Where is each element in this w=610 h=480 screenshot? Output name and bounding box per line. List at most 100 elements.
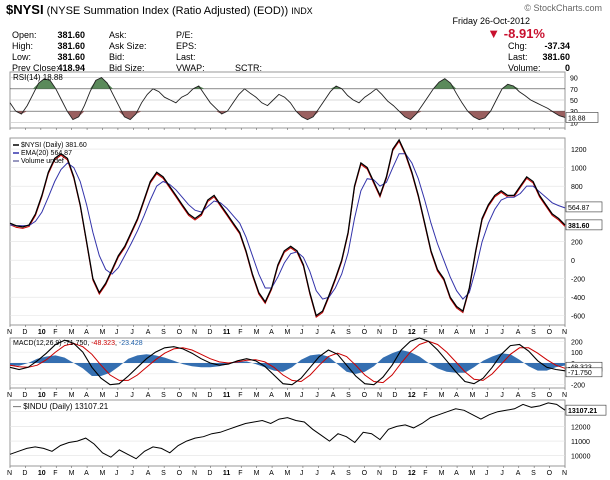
x-tick-label: A — [331, 392, 336, 399]
x-tick-label: J — [315, 392, 319, 399]
main-frame — [9, 137, 566, 326]
x-tick-label: A — [146, 392, 151, 399]
macd-label-part: -71.750, — [64, 340, 92, 347]
x-tick-label: A — [146, 470, 151, 477]
x-tick-label: 10 — [38, 470, 46, 477]
x-tick-label: A — [146, 329, 151, 336]
x-tick-label: M — [254, 329, 260, 336]
x-tick-label: D — [207, 392, 212, 399]
x-tick-label: N — [377, 329, 382, 336]
x-tick-label: S — [531, 470, 536, 477]
x-tick-label: 12 — [408, 329, 416, 336]
x-tick-label: O — [362, 392, 368, 399]
macd-label-part: -48.323 — [91, 340, 115, 347]
symbol: $NYSI — [6, 2, 44, 17]
macd-label-part: -23.428 — [119, 340, 143, 347]
x-tick-label: F — [53, 392, 57, 399]
indu-last-label: 13107.21 — [568, 408, 597, 415]
main-ytick-label: 200 — [571, 240, 583, 247]
x-tick-label: N — [377, 470, 382, 477]
x-tick-label: M — [100, 392, 106, 399]
quote-vwap-label: VWAP: — [176, 63, 205, 73]
x-tick-label: S — [161, 392, 166, 399]
change-pct: -8.91% — [503, 26, 545, 41]
x-tick-label: A — [516, 392, 521, 399]
macd-last-label: -71.750 — [568, 370, 592, 377]
x-tick-label: M — [285, 392, 291, 399]
quote-high-value: 381.60 — [57, 41, 85, 51]
x-tick-label: 11 — [223, 392, 231, 399]
rsi-last-label: 18.88 — [568, 115, 586, 122]
ema-line — [9, 153, 566, 300]
x-tick-label: D — [22, 470, 27, 477]
quote-date: Friday 26-Oct-2012 — [452, 16, 530, 26]
x-tick-label: 10 — [38, 329, 46, 336]
quote-high-label: High: — [12, 41, 34, 51]
ema-last-label: 564.87 — [568, 205, 590, 212]
main-ytick-label: 800 — [571, 184, 583, 191]
quote-sctr-label: SCTR: — [235, 63, 262, 73]
x-tick-label: J — [300, 392, 304, 399]
nysi-line — [9, 138, 566, 317]
main-ytick-label: -400 — [571, 295, 585, 302]
x-tick-label: O — [547, 392, 553, 399]
x-tick-label: N — [562, 470, 567, 477]
x-tick-label: O — [177, 392, 183, 399]
x-tick-label: 11 — [223, 329, 231, 336]
x-tick-label: A — [454, 329, 459, 336]
down-triangle-icon: ▼ — [487, 26, 501, 41]
macd-label-part: MACD(12,26,9) — [13, 340, 64, 347]
main-panel: 120010008006004002000-200-400-600$NYSI (… — [9, 137, 603, 326]
legend-entry: Volume undef — [21, 158, 64, 165]
macd-last-box — [565, 367, 603, 378]
x-tick-label: F — [423, 392, 427, 399]
x-tick-label: M — [439, 329, 445, 336]
macd-signal-line — [9, 340, 566, 384]
x-tick-label: M — [439, 392, 445, 399]
quote-prevclose-value: 418.94 — [57, 63, 85, 73]
quote-open-value: 381.60 — [57, 30, 85, 40]
rsi-overbought-fill — [10, 77, 565, 89]
chart-title: $NYSI (NYSE Summation Index (Ratio Adjus… — [6, 2, 313, 17]
x-tick-label: D — [207, 329, 212, 336]
main-ytick-label: 1200 — [571, 147, 587, 154]
x-tick-label: J — [130, 392, 134, 399]
x-tick-label: D — [392, 329, 397, 336]
macd-ytick-label: 100 — [571, 350, 583, 357]
quote-volume-label: Volume: — [508, 63, 541, 73]
x-tick-label: F — [423, 329, 427, 336]
x-tick-label: A — [331, 470, 336, 477]
quote-last-label: Last: — [176, 52, 196, 62]
x-tick-label: A — [269, 470, 274, 477]
x-tick-label: D — [207, 470, 212, 477]
quote-eps-label: EPS: — [176, 41, 197, 51]
x-tick-label: J — [485, 329, 489, 336]
quote-low-value: 381.60 — [57, 52, 85, 62]
indu-ytick-label: 11000 — [571, 439, 590, 446]
exchange: INDX — [291, 6, 313, 16]
x-tick-label: J — [485, 392, 489, 399]
x-tick-label: A — [269, 392, 274, 399]
quote-pe-label: P/E: — [176, 30, 194, 40]
quote-chg-label: Chg: — [508, 41, 528, 51]
quote-open-label: Open: — [12, 30, 37, 40]
x-tick-label: A — [516, 470, 521, 477]
x-tick-label: J — [300, 329, 304, 336]
main-ytick-label: 0 — [571, 258, 575, 265]
x-tick-label: M — [254, 392, 260, 399]
quote-volume-value: 0 — [564, 63, 570, 73]
x-tick-label: M — [69, 329, 75, 336]
x-tick-label: A — [84, 470, 89, 477]
x-tick-label: J — [300, 470, 304, 477]
x-tick-label: D — [392, 392, 397, 399]
x-tick-label: M — [470, 329, 476, 336]
macd-label: MACD(12,26,9) -71.750, -48.323, -23.428 — [13, 340, 143, 347]
main-ytick-label: -200 — [571, 277, 585, 284]
x-tick-label: M — [100, 329, 106, 336]
x-tick-label: N — [377, 392, 382, 399]
x-axes: N D 10 F M A M J J A S O N D 11 F M A M J J A S O N D 12 F M A M J J A S O N… — [7, 128, 567, 477]
x-tick-label: O — [177, 470, 183, 477]
rsi-level-label: 70 — [570, 87, 578, 94]
x-tick-label: M — [254, 470, 260, 477]
quote-last2-label: Last: — [508, 52, 528, 62]
